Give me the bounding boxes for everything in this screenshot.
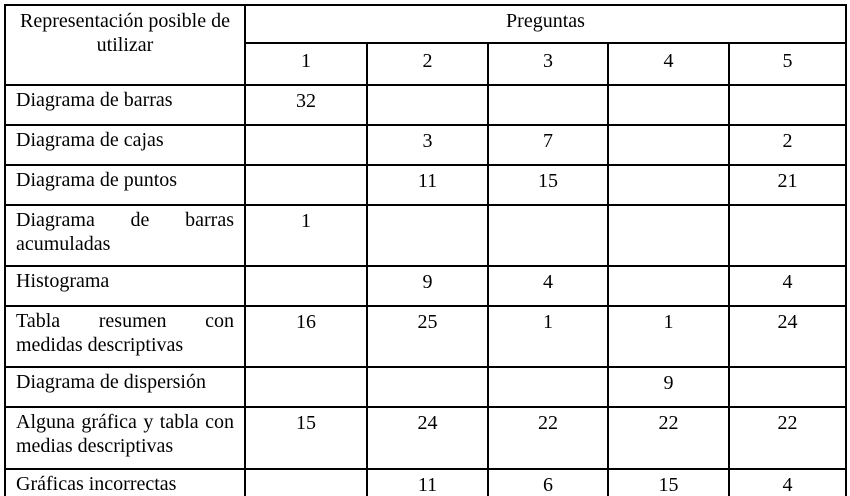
question-column-header: 2 xyxy=(366,42,489,86)
row-label: Diagrama de barras xyxy=(4,84,246,126)
value-cell xyxy=(244,265,368,308)
question-column-header: 1 xyxy=(244,42,368,86)
value-cell: 6 xyxy=(487,467,609,496)
row-label: Alguna gráfica y tabla con medias descri… xyxy=(4,406,246,470)
table-row: Diagrama de cajas 3 7 2 xyxy=(4,124,847,166)
table-header: Representación posible de utilizar Pregu… xyxy=(4,4,847,86)
row-label: Diagrama de barras acumuladas xyxy=(4,203,246,268)
value-cell xyxy=(607,84,730,126)
value-cell: 1 xyxy=(244,203,368,268)
value-cell: 21 xyxy=(728,164,847,206)
representation-frequency-table: Representación posible de utilizar Pregu… xyxy=(4,4,847,496)
value-cell xyxy=(607,164,730,206)
value-cell xyxy=(607,203,730,268)
corner-header: Representación posible de utilizar xyxy=(4,4,246,86)
value-cell: 15 xyxy=(607,467,730,496)
value-cell: 4 xyxy=(728,265,847,308)
value-cell xyxy=(728,366,847,409)
header-group-row: Representación posible de utilizar Pregu… xyxy=(4,4,847,86)
value-cell: 3 xyxy=(366,124,489,166)
table-row: Diagrama de dispersión 9 xyxy=(4,366,847,409)
value-cell xyxy=(244,164,368,206)
value-cell: 22 xyxy=(487,406,609,470)
value-cell: 15 xyxy=(487,164,609,206)
value-cell: 9 xyxy=(607,366,730,409)
table-row: Tabla resumen con medidas descriptivas 1… xyxy=(4,305,847,369)
table-row: Diagrama de puntos 11 15 21 xyxy=(4,164,847,206)
value-cell xyxy=(366,203,489,268)
value-cell xyxy=(487,203,609,268)
value-cell xyxy=(366,366,489,409)
table-row: Histograma 9 4 4 xyxy=(4,265,847,308)
value-cell xyxy=(728,84,847,126)
row-label: Tabla resumen con medidas descriptivas xyxy=(4,305,246,369)
value-cell: 22 xyxy=(607,406,730,470)
value-cell xyxy=(244,124,368,166)
value-cell: 7 xyxy=(487,124,609,166)
value-cell xyxy=(728,203,847,268)
value-cell: 16 xyxy=(244,305,368,369)
value-cell: 24 xyxy=(366,406,489,470)
row-label: Histograma xyxy=(4,265,246,308)
table-row: Diagrama de barras 32 xyxy=(4,84,847,126)
value-cell xyxy=(607,124,730,166)
value-cell: 4 xyxy=(487,265,609,308)
value-cell: 1 xyxy=(487,305,609,369)
preguntas-group-header: Preguntas xyxy=(244,4,847,44)
value-cell: 2 xyxy=(728,124,847,166)
value-cell xyxy=(607,265,730,308)
table-row: Alguna gráfica y tabla con medias descri… xyxy=(4,406,847,470)
question-column-header: 3 xyxy=(487,42,609,86)
row-label: Diagrama de puntos xyxy=(4,164,246,206)
row-label: Diagrama de dispersión xyxy=(4,366,246,409)
value-cell: 11 xyxy=(366,467,489,496)
value-cell xyxy=(244,467,368,496)
question-column-header: 5 xyxy=(728,42,847,86)
question-column-header: 4 xyxy=(607,42,730,86)
value-cell xyxy=(487,84,609,126)
value-cell: 1 xyxy=(607,305,730,369)
row-label: Diagrama de cajas xyxy=(4,124,246,166)
value-cell: 15 xyxy=(244,406,368,470)
value-cell: 25 xyxy=(366,305,489,369)
value-cell: 11 xyxy=(366,164,489,206)
value-cell: 4 xyxy=(728,467,847,496)
table-row: Diagrama de barras acumuladas 1 xyxy=(4,203,847,268)
value-cell: 32 xyxy=(244,84,368,126)
value-cell: 24 xyxy=(728,305,847,369)
value-cell xyxy=(366,84,489,126)
value-cell: 22 xyxy=(728,406,847,470)
table-body: Diagrama de barras 32 Diagrama de cajas … xyxy=(4,84,847,496)
value-cell xyxy=(244,366,368,409)
table-row: Gráficas incorrectas 11 6 15 4 xyxy=(4,467,847,496)
value-cell xyxy=(487,366,609,409)
value-cell: 9 xyxy=(366,265,489,308)
row-label: Gráficas incorrectas xyxy=(4,467,246,496)
